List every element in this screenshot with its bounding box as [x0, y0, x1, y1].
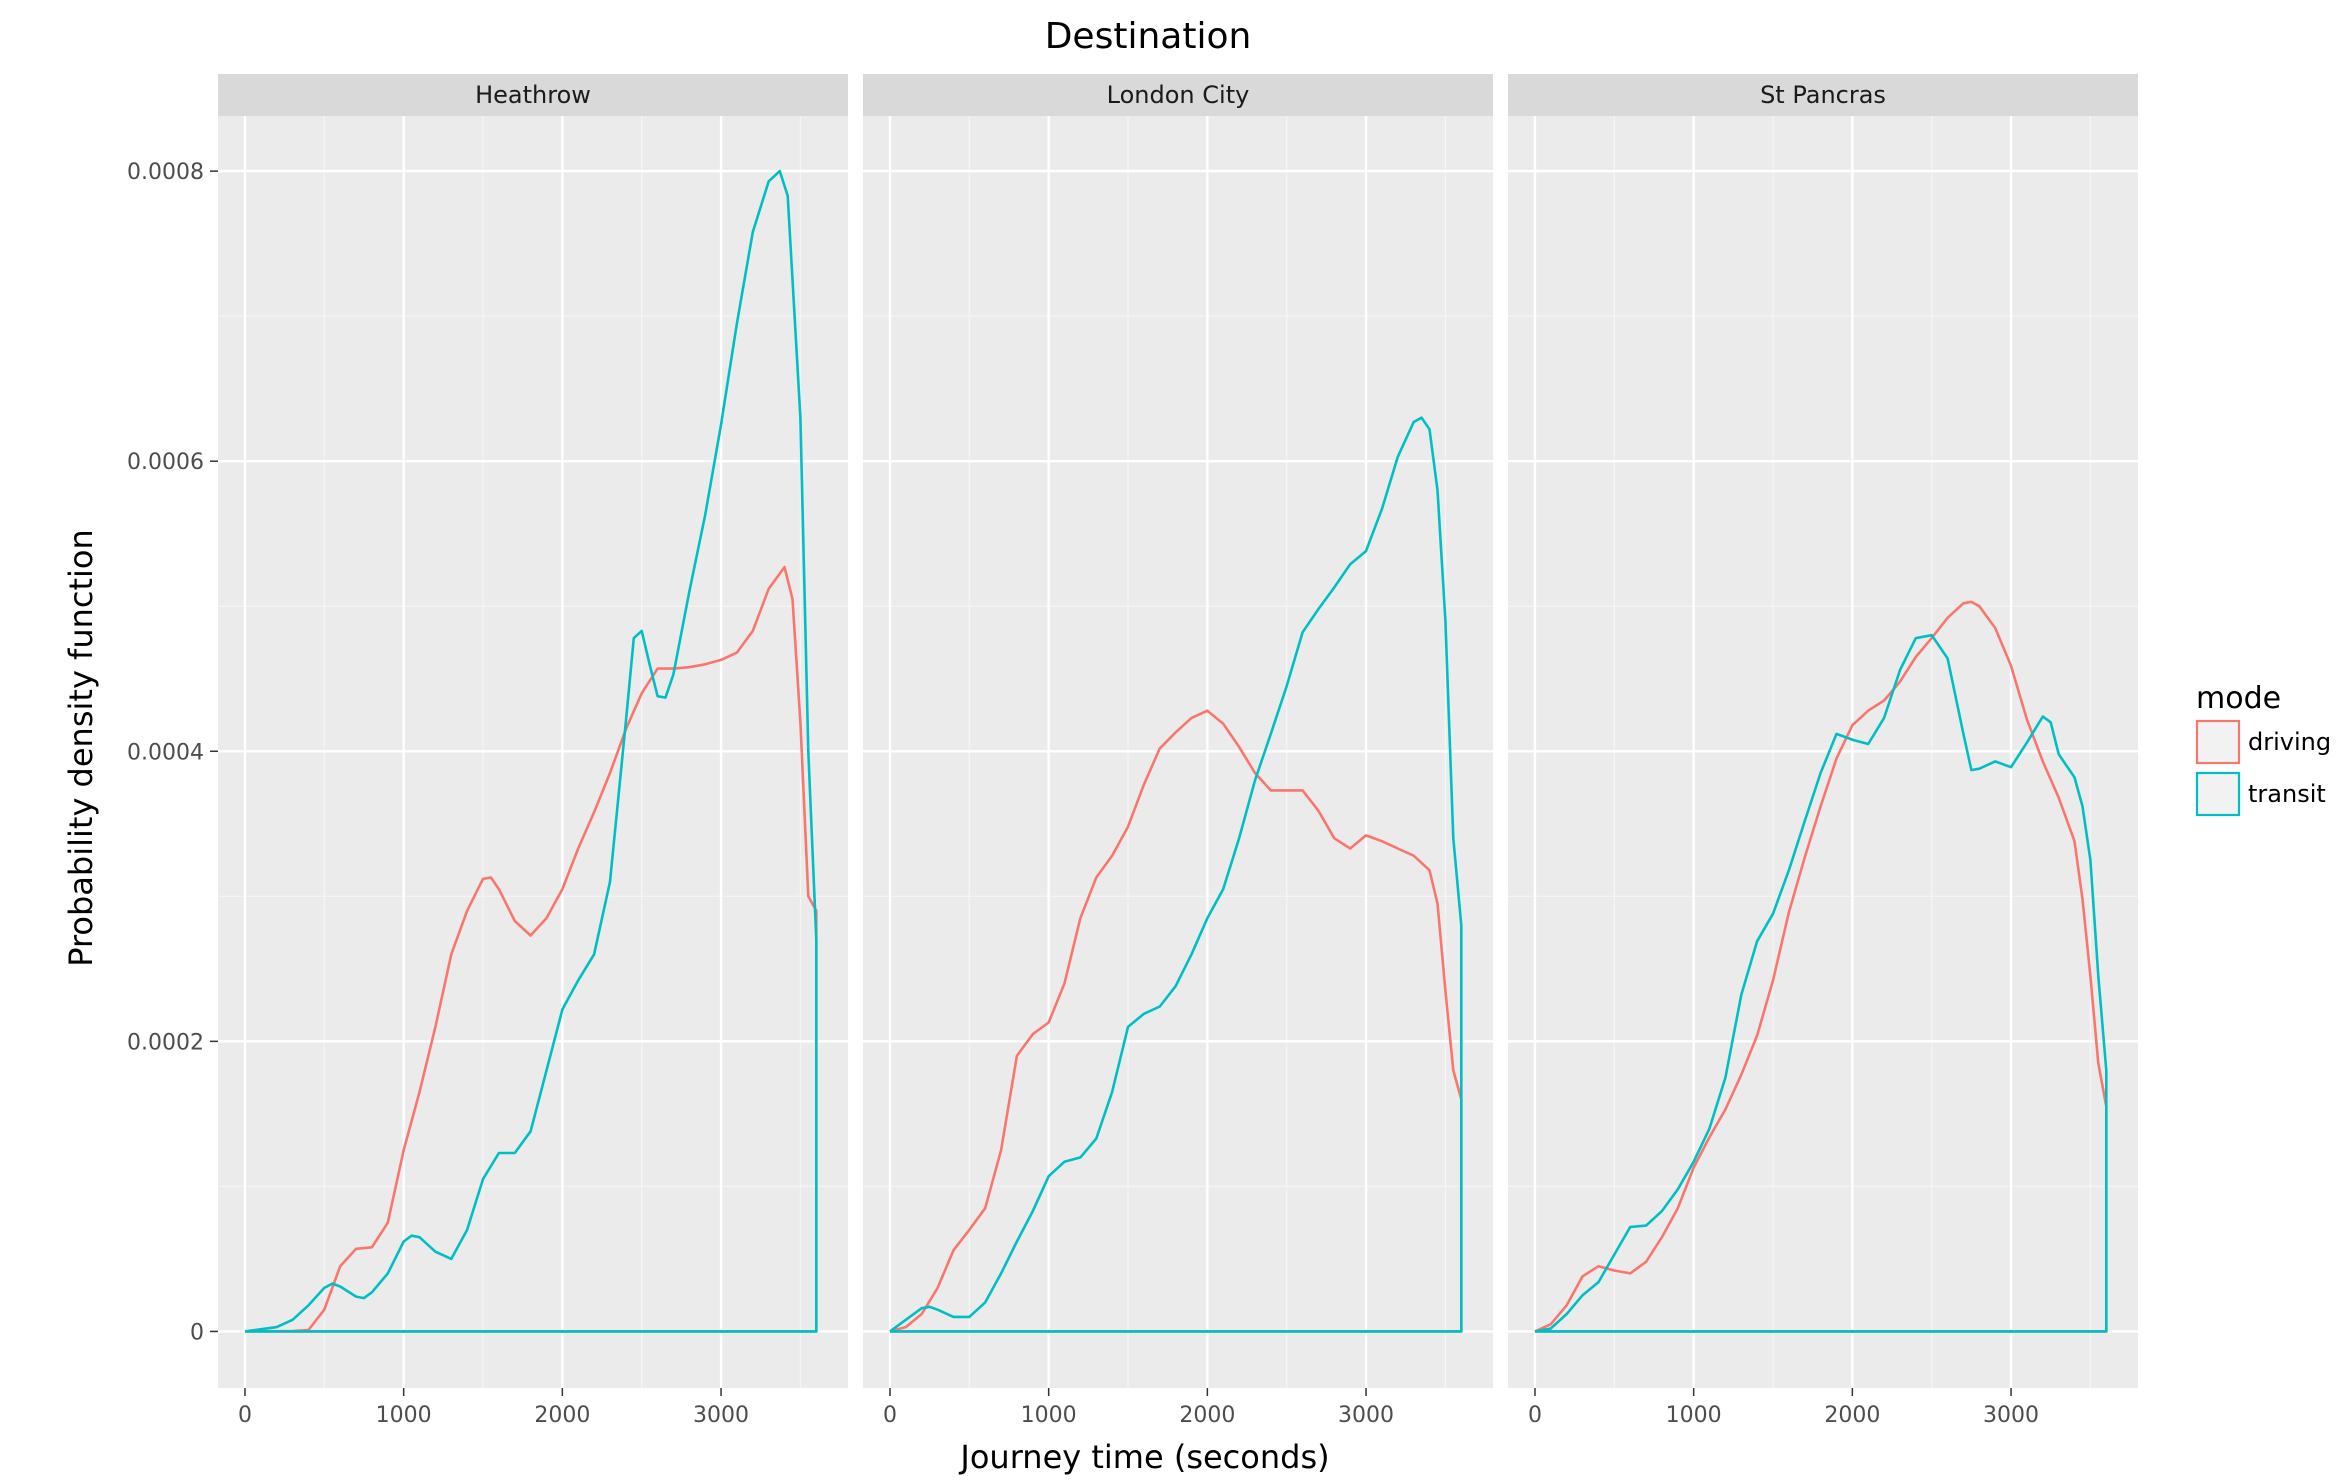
legend: mode driving transit [2195, 681, 2331, 817]
x-tick-label: 1000 [376, 1403, 432, 1428]
x-tick-label: 2000 [1824, 1403, 1880, 1428]
density-line-driving [244, 565, 818, 1333]
y-tick-label: 0.0006 [127, 450, 204, 475]
density-line-transit [244, 169, 818, 1333]
x-tick-label: 2000 [534, 1403, 590, 1428]
legend-label: transit [2248, 780, 2326, 808]
x-tick-label: 0 [1528, 1403, 1542, 1428]
facet-panels: Heathrow 0 1000 2000 3000 0 0.0002 0.0004 0.0006… [127, 74, 2138, 1428]
facet-strip [863, 74, 1493, 116]
legend-item-transit: transit [2195, 771, 2326, 817]
y-axis-title: Probability density function [62, 529, 100, 967]
x-tick-label: 0 [883, 1403, 897, 1428]
legend-key-swatch [2195, 719, 2241, 765]
y-tick-label: 0.0008 [127, 160, 204, 185]
facet-strip-label: Heathrow [475, 81, 591, 109]
x-tick-label: 3000 [693, 1403, 749, 1428]
density-line-transit [1534, 633, 2108, 1333]
x-tick-label: 2000 [1179, 1403, 1235, 1428]
x-tick-label: 1000 [1666, 1403, 1722, 1428]
y-tick-label: 0.0004 [127, 740, 204, 765]
y-tick-label: 0.0002 [127, 1030, 204, 1055]
legend-key-swatch [2195, 771, 2241, 817]
density-line-driving [1534, 600, 2108, 1333]
legend-item-driving: driving [2195, 719, 2331, 765]
legend-label: driving [2248, 728, 2331, 756]
facet-strip [218, 74, 848, 116]
x-tick-label: 3000 [1983, 1403, 2039, 1428]
y-tick-label: 0 [190, 1320, 204, 1345]
chart-title: Destination [1045, 16, 1252, 57]
facet-panel-london-city: London City 0 1000 2000 3000 [863, 74, 1493, 1428]
x-axis-title: Journey time (seconds) [958, 1438, 1329, 1476]
legend-key-background [2196, 720, 2240, 764]
x-tick-label: 3000 [1338, 1403, 1394, 1428]
x-tick-label: 0 [238, 1403, 252, 1428]
facet-strip [1508, 74, 2138, 116]
facet-panel-st-pancras: St Pancras 0 1000 2000 3000 [1508, 74, 2138, 1428]
facet-strip-label: London City [1107, 81, 1250, 109]
density-line-transit [889, 416, 1463, 1333]
facet-panel-heathrow: Heathrow 0 1000 2000 3000 0 0.0002 0.0004 0.0006… [127, 74, 848, 1428]
density-line-driving [889, 709, 1463, 1333]
facet-strip-label: St Pancras [1760, 81, 1886, 109]
legend-key-background [2196, 772, 2240, 816]
legend-title: mode [2196, 681, 2281, 716]
x-tick-label: 1000 [1021, 1403, 1077, 1428]
